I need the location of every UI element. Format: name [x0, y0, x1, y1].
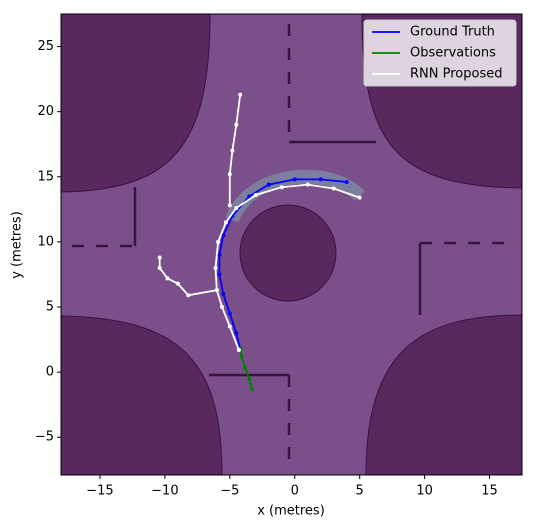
data-point: [239, 354, 244, 359]
x-tick-label: −5: [220, 484, 239, 499]
legend-box: [363, 19, 517, 87]
x-tick-label: 15: [481, 484, 498, 499]
legend: Ground Truth Observations RNN Proposed: [363, 19, 517, 87]
data-point: [165, 276, 170, 281]
data-point: [157, 255, 162, 260]
x-tick-label: 0: [291, 484, 299, 499]
y-tick-label: 20: [37, 104, 54, 119]
roundabout-island: [239, 204, 337, 302]
data-point: [238, 92, 243, 97]
data-point: [216, 239, 221, 244]
x-tick-label: −15: [86, 484, 113, 499]
data-point: [234, 206, 239, 211]
y-tick-label: 15: [37, 169, 54, 184]
data-point: [157, 265, 162, 270]
data-point: [234, 331, 239, 336]
data-point: [227, 311, 232, 316]
data-point: [227, 203, 232, 208]
data-point: [217, 252, 222, 257]
data-point: [221, 233, 226, 238]
x-tick-label: 5: [356, 484, 364, 499]
data-point: [175, 281, 180, 286]
data-point: [220, 305, 225, 310]
data-point: [279, 185, 284, 190]
data-point: [214, 288, 219, 293]
legend-label: RNN Proposed: [410, 67, 502, 82]
y-axis-label: y (metres): [10, 211, 25, 279]
data-point: [318, 177, 323, 182]
data-point: [331, 186, 336, 191]
data-point: [217, 272, 222, 277]
corner-block: [365, 314, 522, 475]
data-point: [223, 220, 228, 225]
data-point: [357, 195, 362, 200]
legend-label: Ground Truth: [410, 25, 495, 40]
data-layer: [157, 92, 362, 392]
data-point: [227, 324, 232, 329]
y-tick-label: 0: [46, 365, 54, 380]
data-point: [213, 265, 218, 270]
x-tick-label: −10: [151, 484, 178, 499]
corner-block: [61, 14, 211, 193]
data-point: [344, 179, 349, 184]
road-map: [61, 14, 522, 475]
data-point: [221, 291, 226, 296]
corner-block: [61, 315, 223, 475]
data-point: [253, 193, 258, 198]
data-point: [243, 366, 248, 371]
data-point: [249, 387, 254, 392]
data-point: [230, 148, 235, 153]
y-tick-label: 5: [46, 300, 54, 315]
data-point: [236, 347, 241, 352]
x-axis-label: x (metres): [257, 504, 325, 519]
data-point: [266, 182, 271, 187]
data-point: [234, 122, 239, 127]
y-tick-label: 25: [37, 39, 54, 54]
x-tick-label: 10: [416, 484, 433, 499]
legend-label: Observations: [410, 46, 496, 61]
y-tick-label: 10: [37, 234, 54, 249]
data-point: [292, 177, 297, 182]
data-point: [227, 172, 232, 177]
data-point: [247, 194, 252, 199]
plot-frame: [60, 13, 523, 476]
data-point: [247, 376, 252, 381]
data-point: [186, 293, 191, 298]
data-point: [305, 182, 310, 187]
y-tick-label: −5: [35, 430, 54, 445]
